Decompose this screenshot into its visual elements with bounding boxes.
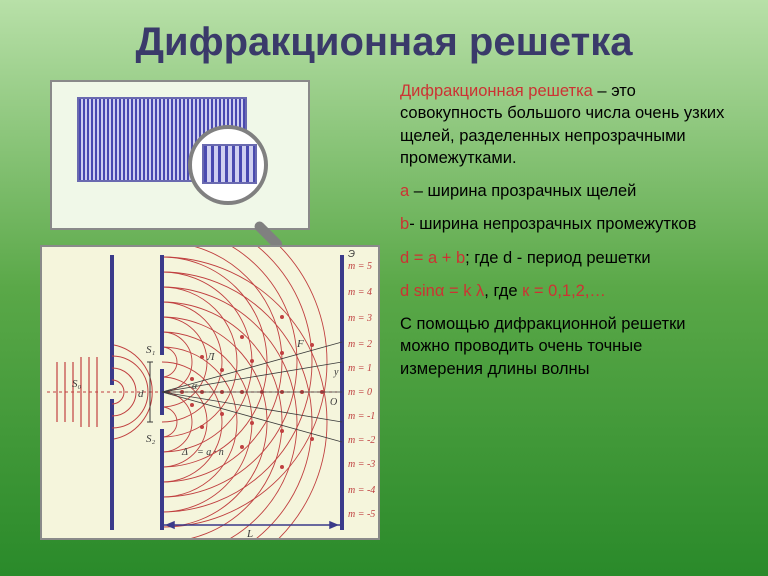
svg-text:= a · n: = a · n xyxy=(197,447,224,458)
param-a: a – ширина прозрачных щелей xyxy=(400,180,728,202)
definition-paragraph: Дифракционная решетка – это совокупность… xyxy=(400,80,728,169)
param-b: b- ширина непрозрачных промежутков xyxy=(400,213,728,235)
svg-text:S₁: S₁ xyxy=(146,344,156,356)
slide-title: Дифракционная решетка xyxy=(40,20,728,65)
diagram-svg: m = 5 m = 4 m = 3 m = 2 m = 1 m = 0 m = … xyxy=(42,247,378,538)
svg-text:m = 0: m = 0 xyxy=(348,387,372,398)
svg-text:Δ: Δ xyxy=(181,447,188,458)
svg-text:m = 2: m = 2 xyxy=(348,339,372,350)
svg-text:m = 3: m = 3 xyxy=(348,313,372,324)
svg-text:m = -2: m = -2 xyxy=(348,435,375,446)
magnified-grating xyxy=(202,144,257,184)
svg-text:m = 4: m = 4 xyxy=(348,287,372,298)
formula-d: d = a + b; где d - период решетки xyxy=(400,247,728,269)
svg-text:d: d xyxy=(138,388,144,400)
conclusion-paragraph: С помощью дифракционной решетки можно пр… xyxy=(400,313,728,380)
svg-text:Л: Л xyxy=(206,351,215,363)
svg-text:m = -5: m = -5 xyxy=(348,509,375,520)
svg-text:S₂: S₂ xyxy=(146,433,156,445)
screen-label: Э xyxy=(348,249,355,260)
svg-text:m = 5: m = 5 xyxy=(348,261,372,272)
content-area: m = 5 m = 4 m = 3 m = 2 m = 1 m = 0 m = … xyxy=(40,80,728,540)
text-column: Дифракционная решетка – это совокупность… xyxy=(400,80,728,540)
svg-text:m = -1: m = -1 xyxy=(348,411,375,422)
svg-text:F: F xyxy=(296,338,304,350)
left-column: m = 5 m = 4 m = 3 m = 2 m = 1 m = 0 m = … xyxy=(40,80,380,540)
svg-text:O: O xyxy=(330,397,337,408)
svg-text:S₀: S₀ xyxy=(72,378,82,390)
magnifier-lens xyxy=(188,125,268,205)
slide-container: Дифракционная решетка xyxy=(0,0,768,576)
svg-text:m = -3: m = -3 xyxy=(348,459,375,470)
formula-sin: d sinα = k λ, где к = 0,1,2,… xyxy=(400,280,728,302)
svg-text:y: y xyxy=(333,367,339,378)
term-grating: Дифракционная решетка xyxy=(400,82,593,100)
grating-illustration xyxy=(50,80,310,230)
diffraction-diagram: m = 5 m = 4 m = 3 m = 2 m = 1 m = 0 m = … xyxy=(40,245,380,540)
svg-text:L: L xyxy=(246,528,253,538)
svg-text:m = 1: m = 1 xyxy=(348,363,372,374)
svg-text:m = -4: m = -4 xyxy=(348,485,375,496)
magnifier-icon xyxy=(188,125,283,220)
svg-text:α: α xyxy=(192,381,198,392)
